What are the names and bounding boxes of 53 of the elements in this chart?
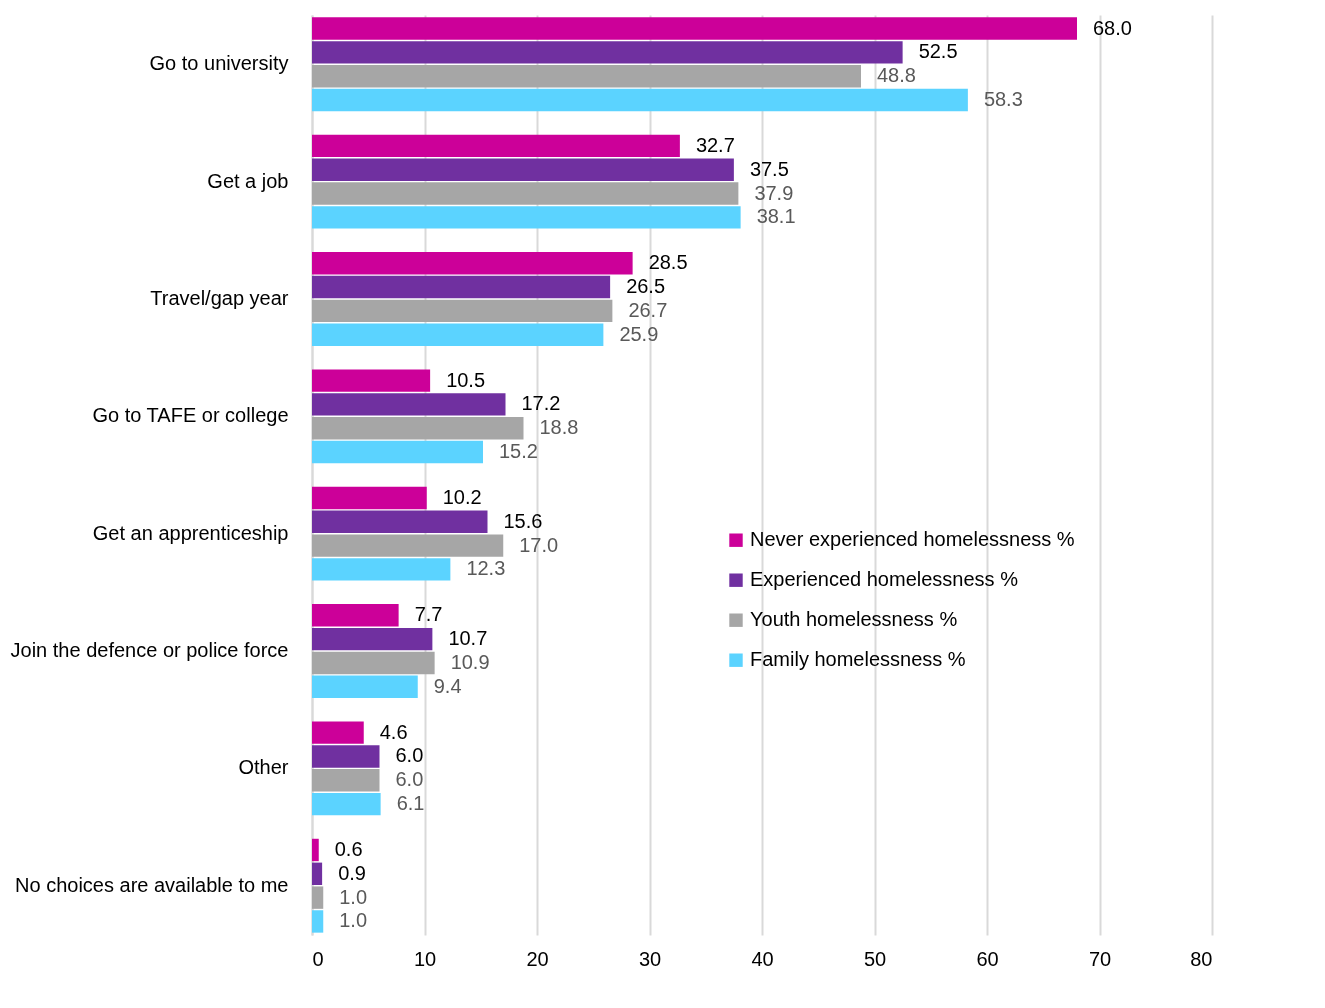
data-label: 32.7 (695, 133, 735, 156)
x-tick-label: 60 (976, 947, 999, 970)
data-label: 17.2 (521, 392, 561, 415)
y-tick-label: Get a job (207, 169, 289, 192)
x-tick-label: 40 (751, 947, 774, 970)
data-label: 6.0 (395, 744, 424, 767)
y-tick-label: Join the defence or police force (10, 639, 289, 662)
x-tick-label: 0 (312, 947, 324, 970)
data-label: 18.8 (539, 416, 579, 439)
data-label: 37.9 (754, 181, 794, 204)
data-label: 10.5 (446, 368, 486, 391)
data-label: 10.2 (442, 485, 482, 508)
y-tick-label: Go to TAFE or college (92, 404, 289, 427)
y-tick-label: Travel/gap year (150, 286, 289, 309)
data-label: 15.2 (499, 440, 538, 463)
x-tick-label: 80 (1190, 947, 1213, 970)
data-label: 10.7 (448, 627, 488, 650)
data-label: 12.3 (466, 557, 506, 580)
data-label: 6.1 (396, 792, 425, 815)
data-label: 10.9 (450, 650, 490, 673)
y-tick-label: Go to university (149, 52, 289, 75)
data-label: 26.5 (626, 275, 666, 298)
legend-label: Youth homelessness % (750, 608, 958, 631)
x-tick-label: 20 (526, 947, 549, 970)
legend-label: Never experienced homelessness % (750, 528, 1075, 551)
data-label: 4.6 (379, 720, 408, 743)
data-label: 7.7 (414, 603, 443, 626)
data-label: 1.0 (339, 885, 368, 908)
data-label: 52.5 (918, 40, 958, 63)
y-tick-label: No choices are available to me (15, 873, 289, 896)
x-tick-label: 50 (863, 947, 887, 970)
data-label: 48.8 (877, 64, 916, 87)
x-tick-label: 10 (413, 947, 437, 970)
data-label: 17.0 (519, 533, 559, 556)
data-label: 6.0 (395, 768, 424, 791)
legend-label: Experienced homelessness % (750, 568, 1019, 591)
data-label: 0.9 (338, 861, 366, 884)
data-label: 9.4 (433, 674, 462, 697)
data-label: 58.3 (983, 88, 1023, 111)
data-label: 68.0 (1093, 16, 1132, 39)
data-label: 0.6 (334, 837, 363, 860)
x-tick-label: 70 (1088, 947, 1112, 970)
data-label: 1.0 (339, 909, 368, 932)
x-tick-label: 30 (638, 947, 662, 970)
data-label: 28.5 (648, 251, 688, 274)
y-tick-label: Other (238, 756, 289, 779)
legend-label: Family homelessness % (750, 648, 966, 671)
data-label: 38.1 (756, 205, 796, 228)
data-label: 37.5 (749, 157, 789, 180)
data-label: 15.6 (503, 509, 543, 532)
data-label: 25.9 (619, 322, 659, 345)
data-label: 26.7 (628, 298, 668, 321)
y-tick-label: Get an apprenticeship (92, 521, 289, 544)
